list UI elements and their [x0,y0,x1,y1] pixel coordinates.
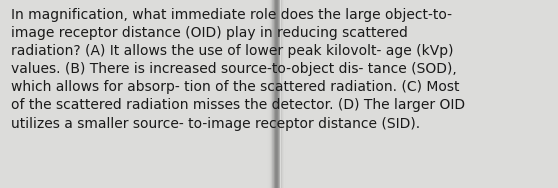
Bar [274,0,275,188]
Bar [284,0,285,188]
Bar [281,0,282,188]
Bar [267,0,268,188]
Bar [266,0,267,188]
Bar [280,0,281,188]
Bar [283,0,284,188]
Bar [277,0,278,188]
Bar [265,0,266,188]
Bar [271,0,272,188]
Bar [285,0,286,188]
Bar [286,0,287,188]
Bar [269,0,270,188]
Bar [275,0,276,188]
Bar [287,0,288,188]
Bar [282,0,283,188]
Text: In magnification, what immediate role does the large object-to-
image receptor d: In magnification, what immediate role do… [11,8,465,131]
Bar [279,0,280,188]
Bar [272,0,273,188]
